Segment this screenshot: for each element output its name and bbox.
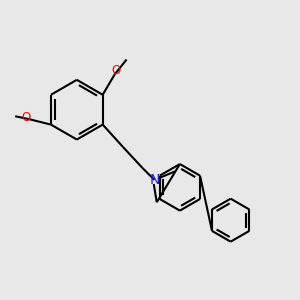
Text: N: N — [149, 173, 160, 187]
Text: O: O — [21, 111, 31, 124]
Text: O: O — [112, 64, 121, 77]
